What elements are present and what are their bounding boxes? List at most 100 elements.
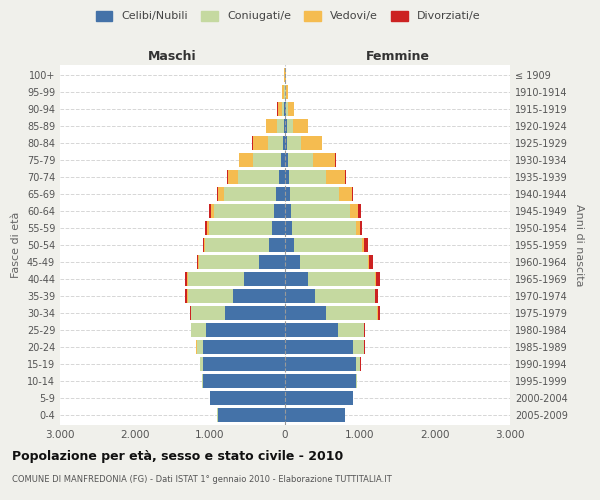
Bar	[209, 204, 211, 218]
Text: COMUNE DI MANFREDONIA (FG) - Dati ISTAT 1° gennaio 2010 - Elaborazione TUTTITALI: COMUNE DI MANFREDONIA (FG) - Dati ISTAT …	[12, 475, 392, 484]
Bar	[228, 170, 238, 184]
Bar	[278, 102, 282, 116]
Bar	[361, 238, 364, 252]
Text: Femmine: Femmine	[365, 50, 430, 64]
Bar	[285, 153, 288, 167]
Bar	[238, 170, 279, 184]
Bar	[214, 204, 274, 218]
Text: Maschi: Maschi	[148, 50, 197, 64]
Bar	[352, 187, 353, 201]
Bar	[283, 85, 284, 99]
Bar	[326, 170, 345, 184]
Bar	[266, 119, 277, 133]
Bar	[285, 272, 308, 286]
Bar	[283, 136, 285, 150]
Bar	[233, 289, 285, 303]
Bar	[199, 255, 259, 269]
Bar	[282, 102, 284, 116]
Bar	[286, 102, 288, 116]
Bar	[191, 306, 225, 320]
Bar	[207, 221, 209, 235]
Bar	[345, 170, 346, 184]
Bar	[285, 255, 300, 269]
Bar	[197, 255, 199, 269]
Bar	[281, 153, 285, 167]
Bar	[285, 289, 315, 303]
Bar	[284, 102, 285, 116]
Bar	[205, 221, 207, 235]
Bar	[285, 306, 326, 320]
Bar	[286, 85, 287, 99]
Bar	[253, 153, 281, 167]
Bar	[285, 357, 356, 371]
Y-axis label: Fasce di età: Fasce di età	[11, 212, 21, 278]
Bar	[210, 391, 285, 405]
Bar	[287, 119, 293, 133]
Bar	[225, 306, 285, 320]
Bar	[268, 136, 283, 150]
Bar	[284, 119, 285, 133]
Bar	[190, 306, 191, 320]
Bar	[356, 374, 358, 388]
Bar	[203, 238, 204, 252]
Bar	[288, 102, 294, 116]
Bar	[285, 170, 289, 184]
Bar	[376, 272, 380, 286]
Bar	[269, 238, 285, 252]
Bar	[205, 238, 269, 252]
Bar	[293, 119, 308, 133]
Bar	[326, 306, 377, 320]
Bar	[360, 221, 362, 235]
Bar	[204, 238, 205, 252]
Bar	[358, 204, 361, 218]
Bar	[285, 238, 294, 252]
Bar	[218, 408, 285, 422]
Bar	[376, 289, 379, 303]
Bar	[292, 221, 355, 235]
Bar	[364, 238, 367, 252]
Bar	[290, 187, 339, 201]
Bar	[353, 340, 364, 354]
Bar	[294, 238, 361, 252]
Bar	[300, 255, 367, 269]
Bar	[285, 187, 290, 201]
Bar	[191, 323, 206, 337]
Bar	[315, 289, 375, 303]
Bar	[239, 153, 253, 167]
Bar	[285, 391, 353, 405]
Bar	[185, 272, 187, 286]
Bar	[272, 221, 285, 235]
Bar	[285, 204, 291, 218]
Bar	[285, 221, 292, 235]
Bar	[285, 102, 286, 116]
Bar	[349, 204, 358, 218]
Bar	[277, 119, 284, 133]
Bar	[202, 374, 203, 388]
Bar	[203, 374, 285, 388]
Bar	[223, 187, 276, 201]
Bar	[289, 170, 326, 184]
Bar	[274, 204, 285, 218]
Bar	[335, 153, 336, 167]
Bar	[375, 272, 376, 286]
Bar	[291, 204, 349, 218]
Bar	[368, 255, 373, 269]
Bar	[313, 153, 335, 167]
Bar	[197, 340, 203, 354]
Bar	[259, 255, 285, 269]
Bar	[206, 323, 285, 337]
Text: Popolazione per età, sesso e stato civile - 2010: Popolazione per età, sesso e stato civil…	[12, 450, 343, 463]
Bar	[203, 340, 285, 354]
Bar	[285, 408, 345, 422]
Bar	[285, 323, 337, 337]
Bar	[187, 289, 233, 303]
Bar	[187, 272, 244, 286]
Bar	[217, 187, 218, 201]
Bar	[337, 323, 364, 337]
Y-axis label: Anni di nascita: Anni di nascita	[574, 204, 584, 286]
Bar	[211, 204, 214, 218]
Bar	[279, 170, 285, 184]
Bar	[200, 357, 203, 371]
Bar	[285, 136, 287, 150]
Bar	[276, 187, 285, 201]
